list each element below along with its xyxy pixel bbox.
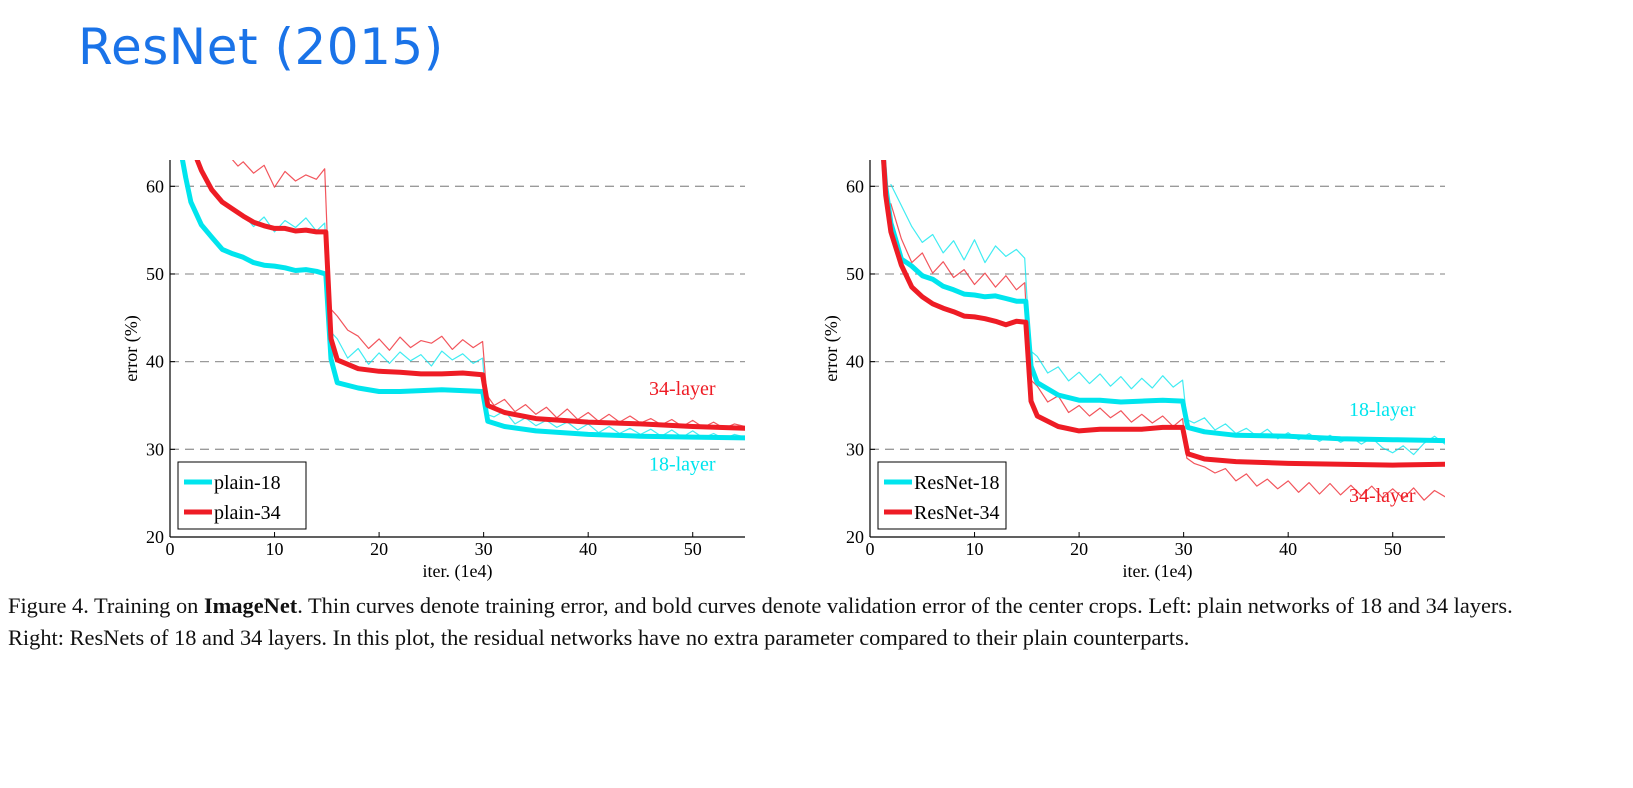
x-axis-label: iter. (1e4) (423, 561, 493, 582)
slide-title: ResNet (2015) (78, 18, 444, 76)
annotation-label-1: 18-layer (649, 453, 716, 475)
annotation-label-0: 34-layer (649, 378, 716, 400)
x-tick-label-10: 10 (966, 539, 984, 559)
caption-part1: Figure 4. Training on (8, 593, 204, 618)
annotation-label-0: 18-layer (1349, 399, 1416, 421)
series-line-resnet-34-validation (881, 160, 1445, 468)
annotation-label-1: 34-layer (1349, 485, 1416, 507)
left-chart: 20 30 40 50 60 0 10 20 30 40 50 iter. (1e4) error (%… (121, 160, 745, 582)
y-axis-label: error (%) (821, 315, 842, 381)
y-tick-label-50: 50 (846, 264, 864, 284)
x-tick-label-40: 40 (579, 539, 597, 559)
x-tick-label-20: 20 (1070, 539, 1088, 559)
x-tick-label-0: 0 (166, 539, 175, 559)
series-group (881, 160, 1445, 501)
x-tick-label-20: 20 (370, 539, 388, 559)
y-tick-label-40: 40 (846, 352, 864, 372)
series-line-plain-34-training (232, 160, 745, 429)
x-tick-label-10: 10 (266, 539, 284, 559)
legend-box (177, 461, 307, 530)
x-axis-label: iter. (1e4) (1123, 561, 1193, 582)
x-tick-label-40: 40 (1279, 539, 1297, 559)
x-tick-label-50: 50 (684, 539, 702, 559)
caption-part2: . Thin curves denote training error, and… (8, 593, 1513, 650)
figure-caption: Figure 4. Training on ImageNet. Thin cur… (8, 590, 1568, 654)
legend-label-1: plain-34 (214, 502, 281, 524)
legend-label-1: ResNet-34 (914, 502, 1000, 524)
y-tick-label-40: 40 (146, 352, 164, 372)
y-tick-label-20: 20 (846, 527, 864, 547)
legend-label-0: ResNet-18 (914, 472, 1000, 494)
y-axis-label: error (%) (121, 315, 142, 381)
y-tick-label-60: 60 (146, 176, 164, 196)
legend-box (877, 461, 1007, 530)
series-group (180, 160, 745, 441)
caption-bold: ImageNet (203, 593, 298, 618)
series-line-resnet-34-training (890, 203, 1445, 501)
x-tick-label-50: 50 (1384, 539, 1402, 559)
x-tick-label-30: 30 (1175, 539, 1193, 559)
y-tick-label-60: 60 (846, 176, 864, 196)
legend-label-0: plain-18 (214, 472, 281, 494)
x-tick-label-0: 0 (866, 539, 875, 559)
y-tick-label-50: 50 (146, 264, 164, 284)
y-tick-label-30: 30 (846, 439, 864, 459)
y-tick-label-20: 20 (146, 527, 164, 547)
right-chart: 20 30 40 50 60 0 10 20 30 40 50 iter. (1e4) error (%… (821, 160, 1445, 582)
series-line-plain-34-validation (194, 160, 745, 431)
y-tick-label-30: 30 (146, 439, 164, 459)
x-tick-label-30: 30 (475, 539, 493, 559)
